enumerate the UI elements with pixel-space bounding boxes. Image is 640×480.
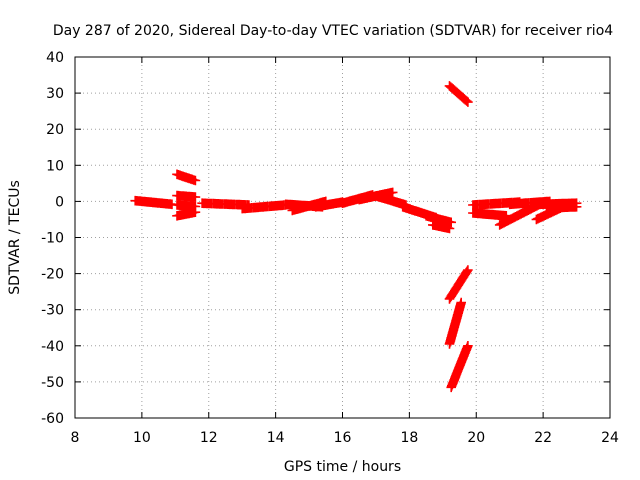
x-tick-label: 22 (534, 430, 552, 446)
series-arc-4 (172, 200, 201, 212)
data-point-run (172, 169, 201, 186)
x-tick-label: 10 (133, 430, 151, 446)
series-arc-7 (237, 200, 291, 214)
x-axis-label: GPS time / hours (284, 459, 401, 475)
data-point-run (444, 265, 473, 304)
data-point-run (541, 202, 582, 213)
y-tick-label: 10 (46, 158, 64, 174)
data-point-run (237, 200, 291, 214)
data-point-run (444, 297, 466, 349)
x-tick-label: 12 (200, 430, 218, 446)
data-point-run (421, 211, 456, 228)
series-arc-17 (444, 81, 473, 107)
y-axis-label: SDTVAR / TECUs (7, 180, 23, 295)
data-point-run (130, 195, 177, 210)
y-tick-label: -40 (41, 339, 64, 355)
y-tick-label: 30 (46, 86, 64, 102)
data-point-run (444, 81, 473, 107)
data-point-run (446, 341, 473, 393)
series-arc-5 (172, 207, 201, 221)
y-tick-label: -30 (41, 303, 64, 319)
x-tick-label: 18 (400, 430, 418, 446)
y-tick-label: -20 (41, 267, 64, 283)
x-tick-label: 24 (601, 430, 619, 446)
data-point-run (468, 208, 512, 221)
chart-title: Day 287 of 2020, Sidereal Day-to-day VTE… (53, 23, 613, 39)
series-arc-18 (444, 265, 473, 304)
data-point-run (428, 220, 455, 234)
x-tick-label: 20 (467, 430, 485, 446)
data-point-run (172, 200, 201, 212)
y-tick-label: 20 (46, 122, 64, 138)
y-tick-label: 0 (55, 194, 64, 210)
data-point-run (172, 190, 201, 202)
data-points (130, 81, 582, 393)
y-tick-label: 40 (46, 50, 64, 66)
y-tick-label: -10 (41, 231, 64, 247)
series-arc-3 (172, 190, 201, 202)
plot-frame (74, 56, 611, 419)
series-arc-27 (541, 202, 582, 213)
series-arc-22 (468, 208, 512, 221)
x-tick-label: 16 (334, 430, 352, 446)
axis-ticks: 8 10 12 14 16 18 20 22 24 -60 -50 -40 -30 -20 -10 0 10 20… (41, 50, 619, 446)
y-tick-label: -50 (41, 375, 64, 391)
series-arc-20 (446, 341, 473, 393)
series-arc-15 (421, 211, 456, 228)
series-arc-1 (130, 195, 177, 210)
y-tick-label: -60 (41, 411, 64, 427)
series-arc-16 (428, 220, 455, 234)
series-arc-19 (444, 297, 466, 349)
x-tick-label: 8 (71, 430, 80, 446)
data-point-run (172, 207, 201, 221)
series-arc-2 (172, 169, 201, 186)
grid (75, 57, 610, 418)
x-tick-label: 14 (267, 430, 285, 446)
